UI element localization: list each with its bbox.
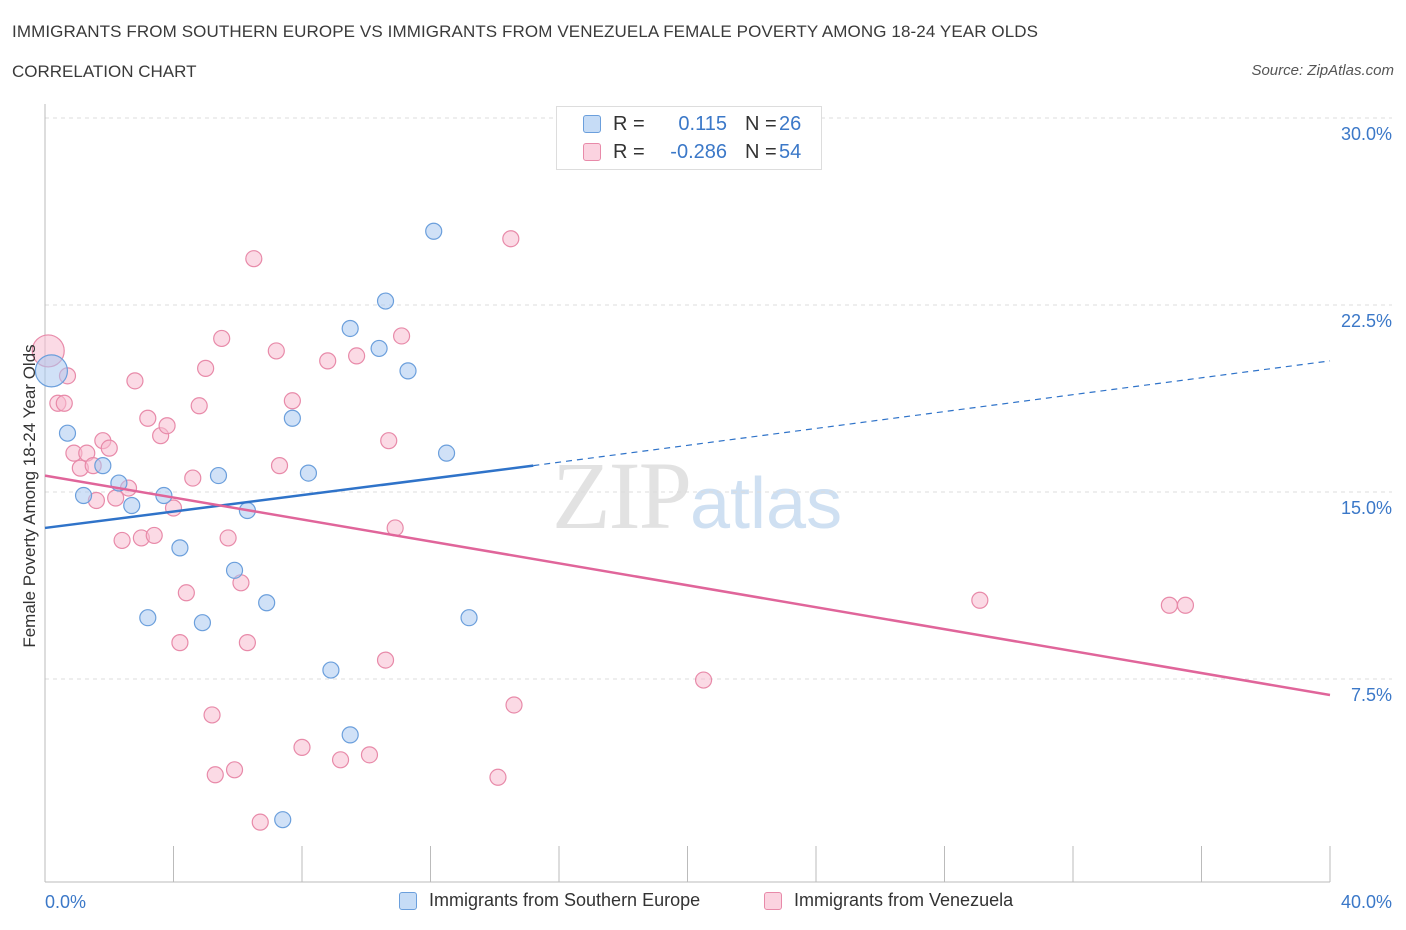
point-southern-europe xyxy=(139,609,157,627)
point-venezuela xyxy=(293,738,311,756)
legend-r-value: -0.286 xyxy=(670,140,727,163)
legend-item-southern-europe[interactable]: Immigrants from Southern Europe xyxy=(399,890,700,911)
legend-row-venezuela: R = -0.286 N = 54 xyxy=(583,140,801,164)
trendline-southern-europe-projection xyxy=(533,360,1331,467)
point-southern-europe xyxy=(193,614,212,632)
chart-title: IMMIGRANTS FROM SOUTHERN EUROPE VS IMMIG… xyxy=(12,22,1039,41)
point-venezuela xyxy=(502,230,520,248)
point-venezuela xyxy=(267,342,285,360)
point-southern-europe xyxy=(58,424,77,442)
series-legend: Immigrants from Southern Europe Immigran… xyxy=(0,890,1406,916)
point-southern-europe xyxy=(171,539,189,557)
point-venezuela xyxy=(184,469,202,487)
point-venezuela xyxy=(206,766,224,784)
legend-row-southern-europe: R = 0.115 N = 26 xyxy=(583,112,801,136)
point-southern-europe xyxy=(341,726,359,744)
legend-r-label: R = xyxy=(613,112,645,135)
y-tick-label: 30.0% xyxy=(1341,124,1392,144)
point-venezuela xyxy=(270,457,289,475)
y-tick-label: 7.5% xyxy=(1351,685,1392,705)
point-venezuela xyxy=(505,696,523,714)
point-venezuela xyxy=(319,352,337,370)
point-venezuela xyxy=(158,417,176,435)
point-southern-europe xyxy=(370,339,388,358)
point-venezuela xyxy=(1176,596,1195,614)
point-southern-europe xyxy=(34,354,69,388)
point-southern-europe xyxy=(283,409,301,427)
point-venezuela xyxy=(219,529,237,547)
point-venezuela xyxy=(360,746,379,764)
point-southern-europe xyxy=(322,661,340,679)
legend-n-label: N = xyxy=(745,112,777,135)
point-southern-europe xyxy=(376,292,395,310)
point-venezuela xyxy=(392,327,411,345)
point-southern-europe xyxy=(399,362,417,380)
point-southern-europe xyxy=(225,561,244,579)
legend-swatch-blue xyxy=(399,891,417,910)
point-venezuela xyxy=(177,584,195,602)
point-venezuela xyxy=(251,813,269,831)
legend-r-label: R = xyxy=(613,140,645,163)
chart-subtitle: CORRELATION CHART xyxy=(12,62,197,81)
point-southern-europe xyxy=(74,486,93,505)
point-venezuela xyxy=(197,359,215,377)
point-venezuela xyxy=(203,706,221,724)
point-venezuela xyxy=(348,347,366,365)
point-venezuela xyxy=(238,634,256,652)
y-tick-label: 15.0% xyxy=(1341,498,1392,518)
legend-n-label: N = xyxy=(745,140,777,163)
point-venezuela xyxy=(283,392,301,410)
point-venezuela xyxy=(225,761,244,779)
point-venezuela xyxy=(971,591,989,609)
point-venezuela xyxy=(55,394,73,412)
point-venezuela xyxy=(376,651,395,669)
point-southern-europe xyxy=(460,609,478,627)
point-southern-europe xyxy=(425,222,443,240)
x-tick-label: 0.0% xyxy=(45,892,86,912)
point-venezuela xyxy=(190,397,208,415)
point-venezuela xyxy=(489,768,507,786)
legend-item-venezuela[interactable]: Immigrants from Venezuela xyxy=(764,890,1013,911)
legend-label: Immigrants from Southern Europe xyxy=(429,890,701,910)
y-axis-label: Female Poverty Among 18-24 Year Olds xyxy=(20,344,39,648)
legend-swatch-pink xyxy=(764,891,782,910)
point-venezuela xyxy=(139,409,157,427)
trendline-venezuela xyxy=(44,474,1331,697)
point-venezuela xyxy=(100,439,118,457)
correlation-legend: R = 0.115 N = 26 R = -0.286 N = 54 xyxy=(556,106,822,170)
point-venezuela xyxy=(380,432,398,450)
point-venezuela xyxy=(694,671,713,689)
point-venezuela xyxy=(331,751,350,769)
watermark: ZIPatlas xyxy=(552,440,842,551)
point-southern-europe xyxy=(209,466,228,485)
point-venezuela xyxy=(126,372,144,390)
point-southern-europe xyxy=(274,811,292,829)
point-southern-europe xyxy=(437,444,456,462)
point-venezuela xyxy=(245,250,263,268)
watermark-atlas: atlas xyxy=(690,464,843,544)
trendline-southern-europe xyxy=(44,464,534,530)
source-label: Source: ZipAtlas.com xyxy=(1251,62,1394,79)
point-venezuela xyxy=(171,634,189,652)
legend-swatch-pink xyxy=(583,143,601,161)
point-venezuela xyxy=(145,526,163,545)
point-southern-europe xyxy=(341,319,359,338)
point-venezuela xyxy=(113,531,131,550)
watermark-zip: ZIP xyxy=(552,442,692,549)
point-southern-europe xyxy=(123,496,141,515)
point-southern-europe xyxy=(94,457,112,475)
x-tick-label: 40.0% xyxy=(1341,892,1392,912)
point-venezuela xyxy=(1160,596,1178,614)
point-southern-europe xyxy=(299,464,318,482)
legend-label: Immigrants from Venezuela xyxy=(794,890,1014,910)
legend-n-value: 54 xyxy=(779,140,802,163)
legend-r-value: 0.115 xyxy=(678,112,727,135)
legend-n-value: 26 xyxy=(779,112,802,135)
point-venezuela xyxy=(213,329,231,348)
point-southern-europe xyxy=(258,594,276,612)
legend-swatch-blue xyxy=(583,115,601,133)
y-tick-label: 22.5% xyxy=(1341,311,1392,331)
